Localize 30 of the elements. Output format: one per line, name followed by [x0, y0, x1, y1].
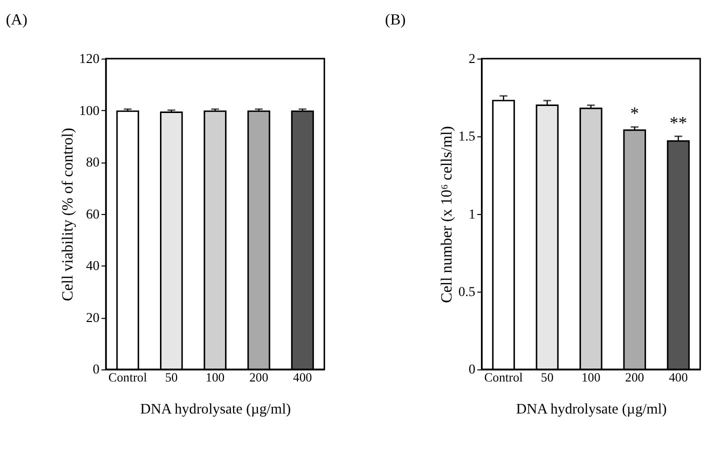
chart-title: (B) [385, 12, 406, 29]
x-tick-label: 400 [293, 370, 312, 385]
x-tick-label: 100 [206, 370, 225, 385]
y-tick-label: 100 [79, 102, 100, 118]
y-tick-label: 0 [468, 362, 476, 377]
x-tick-label: 100 [581, 370, 600, 385]
y-tick-label: 20 [86, 310, 100, 325]
x-axis-title: DNA hydrolysate (µg/ml) [516, 402, 667, 418]
y-tick-label: 1.5 [458, 128, 476, 144]
x-tick-label: Control [484, 370, 524, 385]
y-axis-title: Cell number (x 10⁶ cells/ml) [438, 126, 456, 303]
y-tick-label: 80 [86, 154, 100, 170]
y-tick-label: 40 [86, 258, 100, 274]
y-tick-label: 2 [468, 50, 476, 66]
y-tick-label: 0 [92, 362, 100, 377]
y-tick-label: 0.5 [458, 284, 476, 300]
y-tick-label: 1 [468, 206, 476, 222]
x-tick-label: 200 [625, 370, 644, 385]
x-tick-label: 200 [249, 370, 268, 385]
annotation: ** [670, 112, 688, 133]
x-tick-label: 400 [668, 370, 688, 385]
x-tick-label: Control [108, 370, 148, 385]
annotation: * [630, 103, 639, 124]
y-tick-label: 120 [79, 50, 100, 66]
x-axis-title: DNA hydrolysate (µg/ml) [140, 402, 292, 418]
chart-title: (A) [6, 12, 28, 29]
y-tick-label: 60 [86, 206, 100, 222]
x-tick-label: 50 [540, 370, 554, 385]
y-axis-title: Cell viability (% of control) [59, 128, 76, 302]
x-tick-label: 50 [165, 370, 178, 385]
